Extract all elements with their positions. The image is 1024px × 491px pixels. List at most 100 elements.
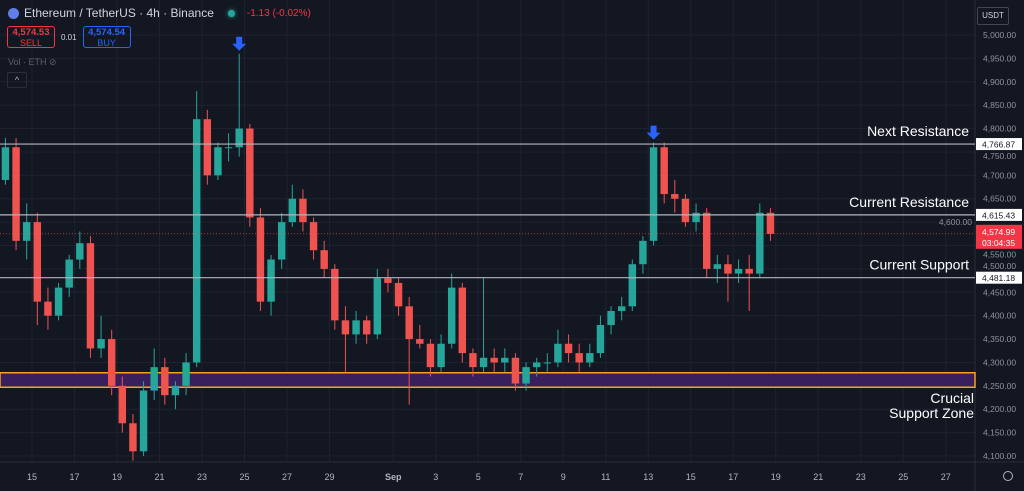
candle-body xyxy=(373,278,382,335)
level-price-tag xyxy=(976,271,1022,284)
y-tick-label: 5,000.00 xyxy=(983,30,1016,40)
last-price-label: 4,574.99 xyxy=(982,227,1015,237)
spread-value: 0.01 xyxy=(61,32,77,42)
volume-indicator[interactable]: Vol · ETH ⊘ xyxy=(8,57,57,68)
x-tick-label: Sep xyxy=(385,472,402,482)
candle-body xyxy=(97,339,105,349)
candle-body xyxy=(426,343,435,368)
candle-body xyxy=(734,268,743,274)
level-label: Next Resistance xyxy=(867,123,969,139)
x-tick-label: 21 xyxy=(813,472,823,482)
y-tick-label: 4,450.00 xyxy=(983,287,1016,297)
candle-body xyxy=(405,306,413,340)
candle-body xyxy=(107,339,116,386)
y-tick-label: 4,550.00 xyxy=(983,250,1016,260)
collapse-chevron-up-icon[interactable]: ^ xyxy=(7,72,27,88)
ethereum-logo-icon xyxy=(8,7,19,19)
candle-body xyxy=(352,320,360,335)
candle-body xyxy=(702,212,711,269)
candle-body xyxy=(224,147,233,149)
candle-body xyxy=(331,268,339,321)
x-tick-label: 5 xyxy=(476,472,481,482)
volume-label: Vol · ETH xyxy=(8,57,47,67)
candle-body xyxy=(617,306,626,312)
candle-body xyxy=(596,325,605,354)
candle-body xyxy=(256,217,265,302)
currency-button[interactable]: USDT xyxy=(977,7,1009,25)
y-tick-label: 4,600.00 xyxy=(939,217,972,227)
y-tick-label: 4,200.00 xyxy=(983,404,1016,414)
candle-body xyxy=(394,282,403,307)
candle-body xyxy=(469,353,477,368)
y-tick-label: 4,650.00 xyxy=(983,194,1016,204)
candle-body xyxy=(65,259,73,288)
buy-button[interactable]: 4,574.54 BUY xyxy=(82,26,131,48)
y-tick-label: 4,150.00 xyxy=(983,428,1016,438)
y-tick-label: 4,900.00 xyxy=(983,77,1016,87)
trade-buttons: 4,574.53 SELL 0.01 4,574.54 BUY xyxy=(7,26,131,48)
x-tick-label: 19 xyxy=(112,472,122,482)
candle-body xyxy=(33,222,42,302)
candle-body xyxy=(554,343,562,363)
candle-body xyxy=(203,119,212,176)
candle-body xyxy=(214,147,222,176)
y-tick-label: 4,300.00 xyxy=(983,357,1016,367)
candle-body xyxy=(161,367,169,396)
last-price-tag xyxy=(976,224,1022,249)
settings-gear-icon[interactable] xyxy=(1003,471,1013,481)
candle-body xyxy=(543,362,552,364)
y-axis-labels: 4,100.00 4,150.00 4,200.00 4,250.00 4,300.00… xyxy=(939,30,1016,461)
y-tick-label: 4,400.00 xyxy=(983,311,1016,321)
x-tick-label: 19 xyxy=(771,472,781,482)
candle-body xyxy=(1,147,10,181)
level-price-label: 4,766.87 xyxy=(982,140,1015,150)
candle-body xyxy=(118,385,127,424)
x-tick-label: 29 xyxy=(324,472,334,482)
x-tick-label: 7 xyxy=(518,472,523,482)
crucial-support-zone[interactable] xyxy=(0,372,976,389)
candle-body xyxy=(639,240,647,265)
level-label: Current Resistance xyxy=(849,194,969,210)
buy-price: 4,574.54 xyxy=(88,27,126,38)
candle-body xyxy=(511,357,520,384)
x-tick-label: 15 xyxy=(27,472,37,482)
candle-body xyxy=(564,343,573,354)
candle-body xyxy=(522,367,530,384)
buy-label: BUY xyxy=(97,38,116,48)
candle-body xyxy=(12,147,20,241)
chart-header: Ethereum / TetherUS · 4h · Binance -1.13… xyxy=(8,6,311,20)
candle-body xyxy=(649,147,658,241)
y-tick-label: 4,100.00 xyxy=(983,451,1016,461)
level-price-label: 4,615.43 xyxy=(982,210,1015,220)
down-arrow-marker-icon xyxy=(646,125,661,140)
y-tick-label: 4,350.00 xyxy=(983,334,1016,344)
candle-body xyxy=(501,357,509,363)
candle-body xyxy=(139,390,148,452)
eye-hidden-icon[interactable]: ⊘ xyxy=(49,57,57,67)
sell-button[interactable]: 4,574.53 SELL xyxy=(7,26,55,48)
y-tick-label: 4,800.00 xyxy=(983,124,1016,134)
price-change: -1.13 (-0.02%) xyxy=(246,7,311,19)
candle-body xyxy=(341,320,350,335)
candle-body xyxy=(76,243,84,260)
candle-body xyxy=(150,367,158,391)
candle-body xyxy=(479,357,488,368)
candle-body xyxy=(129,423,137,452)
level-label: Current Support xyxy=(869,257,969,273)
candle-body xyxy=(458,287,467,354)
symbol-title[interactable]: Ethereum / TetherUS · 4h · Binance xyxy=(24,6,214,20)
candle-body xyxy=(766,212,775,234)
y-tick-label: 4,950.00 xyxy=(983,53,1016,63)
candle-body xyxy=(320,250,328,269)
down-arrow-marker-icon xyxy=(232,36,247,51)
y-tick-label: 4,750.00 xyxy=(983,151,1016,161)
candle-body xyxy=(54,287,63,316)
candle-body xyxy=(756,212,764,274)
candle-body xyxy=(384,278,392,283)
candle-body xyxy=(745,268,753,274)
candle-body xyxy=(437,343,445,368)
x-tick-label: 27 xyxy=(941,472,951,482)
candle-body xyxy=(362,320,371,335)
candle-body xyxy=(692,212,700,223)
